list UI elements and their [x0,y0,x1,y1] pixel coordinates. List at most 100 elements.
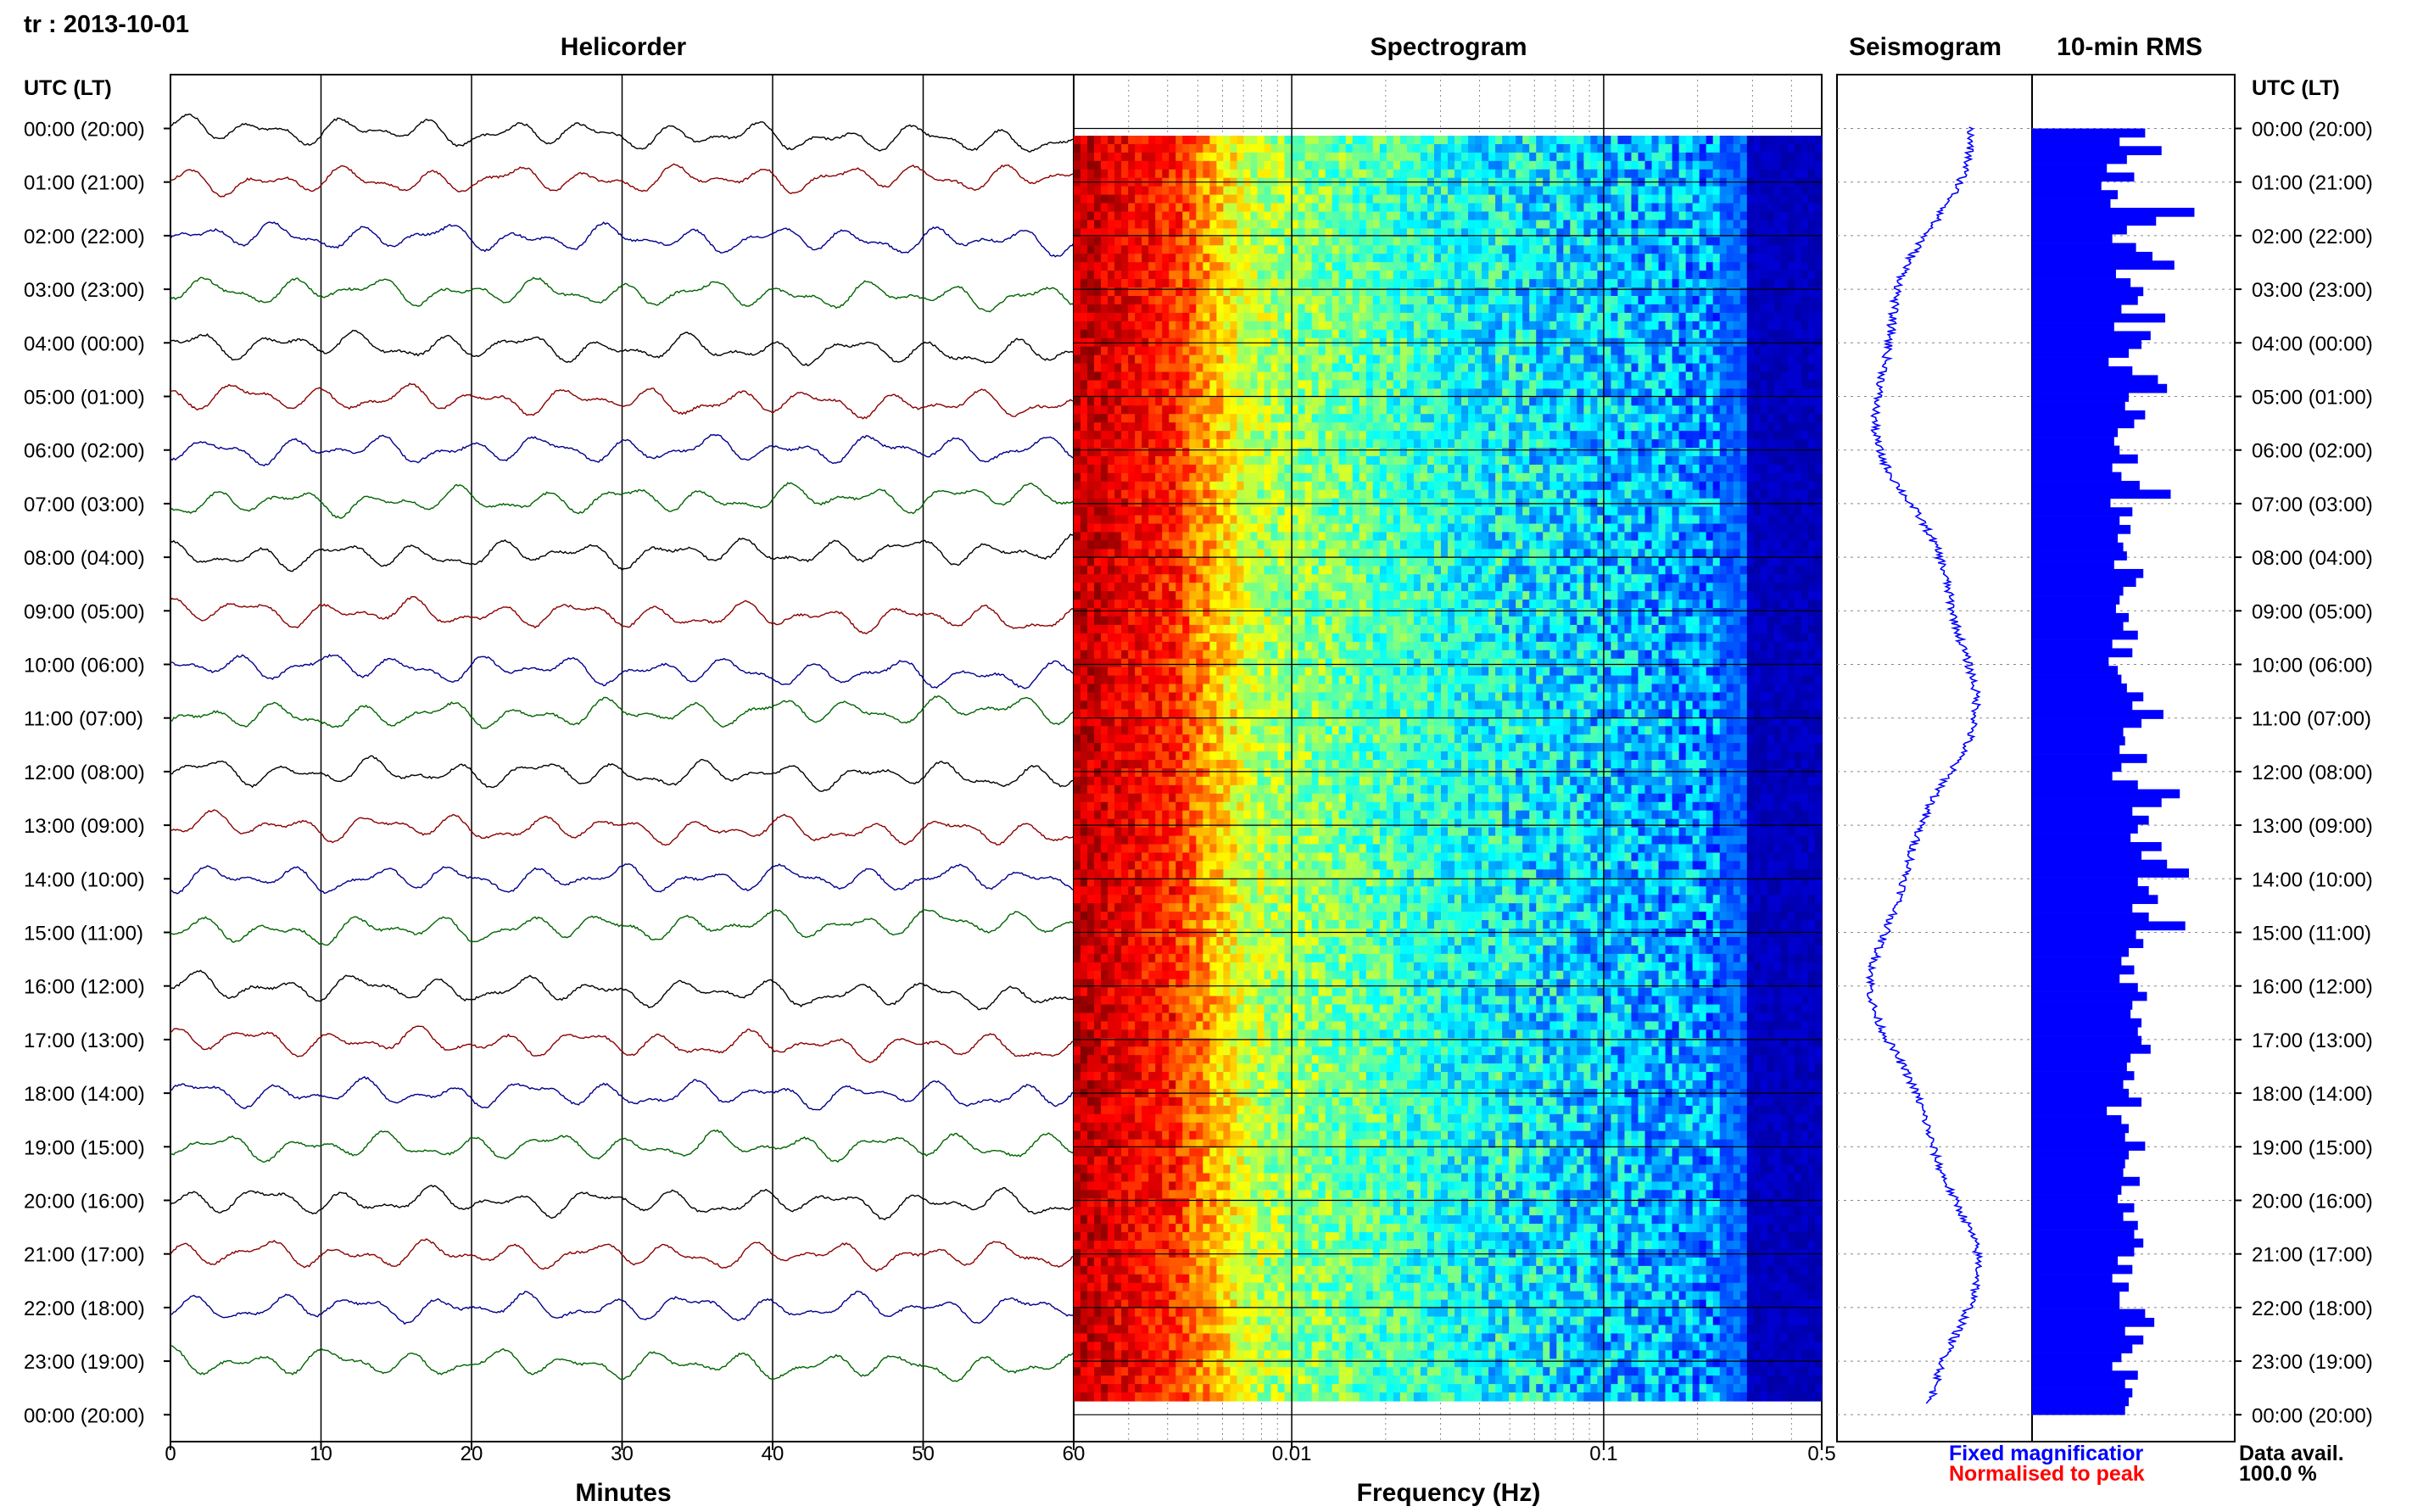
spectrogram-cell [1502,414,1510,423]
spectrogram-cell [1475,439,1482,449]
spectrogram-cell [1727,330,1734,339]
spectrogram-cell [1767,153,1775,162]
spectrogram-cell [1727,212,1734,221]
spectrogram-cell [1094,153,1102,162]
spectrogram-cell [1305,254,1313,263]
spectrogram-cell [1414,254,1421,263]
spectrogram-cell [1366,304,1374,314]
spectrogram-cell [1441,254,1449,263]
spectrogram-cell [1666,161,1673,170]
spectrogram-cell [1624,355,1632,365]
spectrogram-cell [1319,304,1326,314]
spectrogram-cell [1427,330,1435,339]
spectrogram-cell [1196,153,1203,162]
spectrogram-cell [1285,507,1293,516]
spectrogram-cell [1400,220,1408,229]
spectrogram-cell [1121,245,1129,254]
spectrogram-cell [1448,405,1455,415]
spectrogram-cell [1373,355,1381,365]
spectrogram-cell [1121,465,1129,474]
spectrogram-cell [1209,144,1217,153]
spectrogram-cell [1734,482,1741,491]
spectrogram-cell [1611,237,1618,246]
spectrogram-cell [1448,204,1455,213]
spectrogram-cell [1556,448,1564,457]
spectrogram-cell [1353,304,1360,314]
spectrogram-cell [1754,254,1762,263]
spectrogram-cell [1353,355,1360,365]
spectrogram-cell [1652,465,1660,474]
spectrogram-cell [1114,136,1122,145]
spectrogram-cell [1101,456,1108,466]
spectrogram-cell [1604,439,1611,449]
spectrogram-cell [1767,262,1775,271]
spectrogram-cell [1094,397,1102,406]
spectrogram-cell [1713,431,1721,440]
spectrogram-cell [1169,153,1176,162]
spectrogram-cell [1475,321,1482,331]
spectrogram-cell [1740,245,1748,254]
spectrogram-cell [1121,296,1129,305]
spectrogram-cell [1366,456,1374,466]
spectrogram-cell [1611,347,1618,356]
spectrogram-cell [1808,161,1816,170]
spectrogram-cell [1339,499,1347,508]
spectrogram-cell [1175,330,1183,339]
spectrogram-cell [1624,195,1632,204]
spectrogram-cell [1761,414,1768,423]
spectrogram-cell [1230,330,1237,339]
spectrogram-cell [1652,397,1660,406]
spectrogram-cell [1339,405,1347,415]
spectrogram-cell [1795,372,1802,382]
spectrogram-cell [1693,499,1700,508]
spectrogram-cell [1754,414,1762,423]
spectrogram-cell [1135,220,1142,229]
spectrogram-cell [1693,355,1700,365]
spectrogram-cell [1434,372,1442,382]
spectrogram-cell [1312,405,1320,415]
spectrogram-cell [1502,405,1510,415]
spectrogram-cell [1135,414,1142,423]
spectrogram-cell [1815,330,1823,339]
spectrogram-cell [1169,355,1176,365]
spectrogram-cell [1631,279,1639,288]
spectrogram-cell [1475,195,1482,204]
spectrogram-cell [1108,405,1115,415]
spectrogram-cell [1441,195,1449,204]
spectrogram-cell [1243,364,1251,373]
spectrogram-cell [1271,153,1279,162]
spectrogram-cell [1754,187,1762,196]
spectrogram-cell [1387,304,1394,314]
spectrogram-cell [1094,144,1102,153]
spectrogram-cell [1720,271,1728,280]
spectrogram-cell [1734,254,1741,263]
spectrogram-cell [1305,414,1313,423]
spectrogram-cell [1427,161,1435,170]
spectrogram-cell [1128,431,1136,440]
spectrogram-cell [1482,456,1489,466]
spectrogram-cell [1543,499,1550,508]
spectrogram-cell [1679,405,1687,415]
spectrogram-cell [1366,439,1374,449]
spectrogram-cell [1727,161,1734,170]
spectrogram-cell [1502,473,1510,483]
spectrogram-cell [1522,456,1530,466]
spectrogram-cell [1155,422,1163,432]
spectrogram-cell [1441,153,1449,162]
spectrogram-cell [1556,245,1564,254]
spectrogram-cell [1747,482,1755,491]
spectrogram-cell [1271,405,1279,415]
spectrogram-cell [1672,187,1680,196]
spectrogram-cell [1387,313,1394,322]
spectrogram-cell [1223,187,1231,196]
spectrogram-cell [1713,187,1721,196]
spectrogram-cell [1101,170,1108,179]
spectrogram-cell [1169,507,1176,516]
spectrogram-cell [1441,136,1449,145]
spectrogram-cell [1353,212,1360,221]
spectrogram-cell [1441,144,1449,153]
spectrogram-cell [1570,170,1577,179]
spectrogram-cell [1087,187,1095,196]
spectrogram-cell [1686,347,1694,356]
spectrogram-cell [1257,187,1265,196]
